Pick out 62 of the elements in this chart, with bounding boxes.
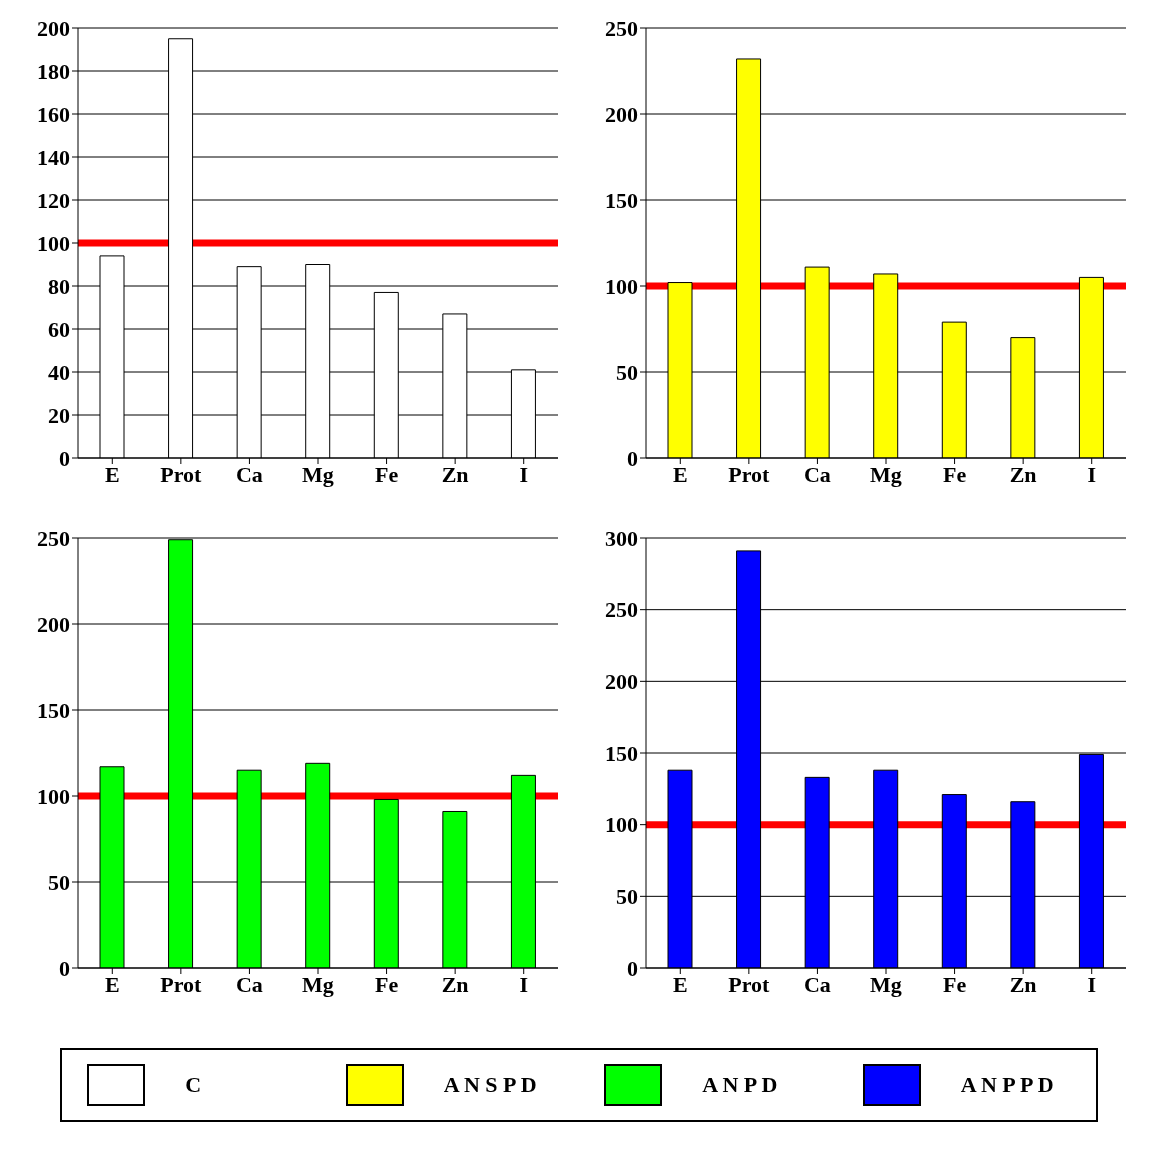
- y-tick-label: 80: [48, 273, 70, 299]
- x-tick-label: Zn: [441, 461, 469, 487]
- y-tick-label: 100: [37, 783, 70, 809]
- y-tick-label: 100: [37, 230, 70, 256]
- y-tick-label: 160: [37, 101, 70, 127]
- y-tick-label: 150: [605, 740, 638, 766]
- x-tick-label: Prot: [160, 461, 203, 487]
- y-tick-label: 200: [605, 101, 638, 127]
- x-tick-label: I: [519, 971, 528, 997]
- x-tick-label: Zn: [1009, 461, 1037, 487]
- y-tick-label: 50: [616, 884, 638, 910]
- x-tick-label: Zn: [1009, 971, 1037, 997]
- x-tick-label: Fe: [942, 461, 967, 487]
- y-tick-label: 0: [627, 955, 638, 981]
- y-tick-label: 250: [605, 597, 638, 623]
- y-tick-label: 200: [37, 15, 70, 41]
- x-tick-label: Prot: [728, 461, 771, 487]
- x-tick-label: Fe: [374, 461, 399, 487]
- y-tick-label: 50: [616, 359, 638, 385]
- x-tick-label: Zn: [441, 971, 469, 997]
- y-tick-label: 140: [37, 144, 70, 170]
- x-tick-label: E: [672, 971, 688, 997]
- y-tick-label: 50: [48, 869, 70, 895]
- y-tick-label: 300: [605, 525, 638, 551]
- y-tick-label: 100: [605, 812, 638, 838]
- x-tick-label: Ca: [803, 971, 831, 997]
- y-tick-label: 180: [37, 58, 70, 84]
- y-tick-label: 20: [48, 402, 70, 428]
- x-tick-label: E: [104, 461, 120, 487]
- x-tick-label: E: [672, 461, 688, 487]
- text: A N P D: [702, 1072, 779, 1098]
- x-tick-label: Fe: [942, 971, 967, 997]
- y-tick-label: 100: [605, 273, 638, 299]
- x-tick-label: Prot: [160, 971, 203, 997]
- x-tick-label: Fe: [374, 971, 399, 997]
- x-tick-label: Ca: [235, 971, 263, 997]
- y-tick-label: 0: [59, 955, 70, 981]
- x-tick-label: I: [1087, 971, 1096, 997]
- legend-label: C: [185, 1072, 203, 1098]
- y-tick-label: 250: [605, 15, 638, 41]
- text: A N S P D: [443, 1072, 538, 1098]
- x-tick-label: Mg: [302, 971, 334, 997]
- x-tick-label: Prot: [728, 971, 771, 997]
- y-tick-label: 0: [59, 445, 70, 471]
- y-tick-label: 200: [605, 669, 638, 695]
- y-tick-label: 0: [627, 445, 638, 471]
- y-tick-label: 200: [37, 611, 70, 637]
- y-tick-label: 60: [48, 316, 70, 342]
- y-tick-label: 120: [37, 187, 70, 213]
- y-tick-label: 150: [37, 697, 70, 723]
- y-tick-label: 250: [37, 525, 70, 551]
- x-tick-label: Mg: [870, 971, 902, 997]
- x-tick-label: Ca: [235, 461, 263, 487]
- y-tick-label: 40: [48, 359, 70, 385]
- x-tick-label: Ca: [803, 461, 831, 487]
- x-tick-label: Mg: [870, 461, 902, 487]
- x-tick-label: E: [104, 971, 120, 997]
- y-tick-label: 150: [605, 187, 638, 213]
- x-tick-label: I: [1087, 461, 1096, 487]
- legend-label: A N P P D: [960, 1072, 1055, 1098]
- x-tick-label: I: [519, 461, 528, 487]
- x-tick-label: Mg: [302, 461, 334, 487]
